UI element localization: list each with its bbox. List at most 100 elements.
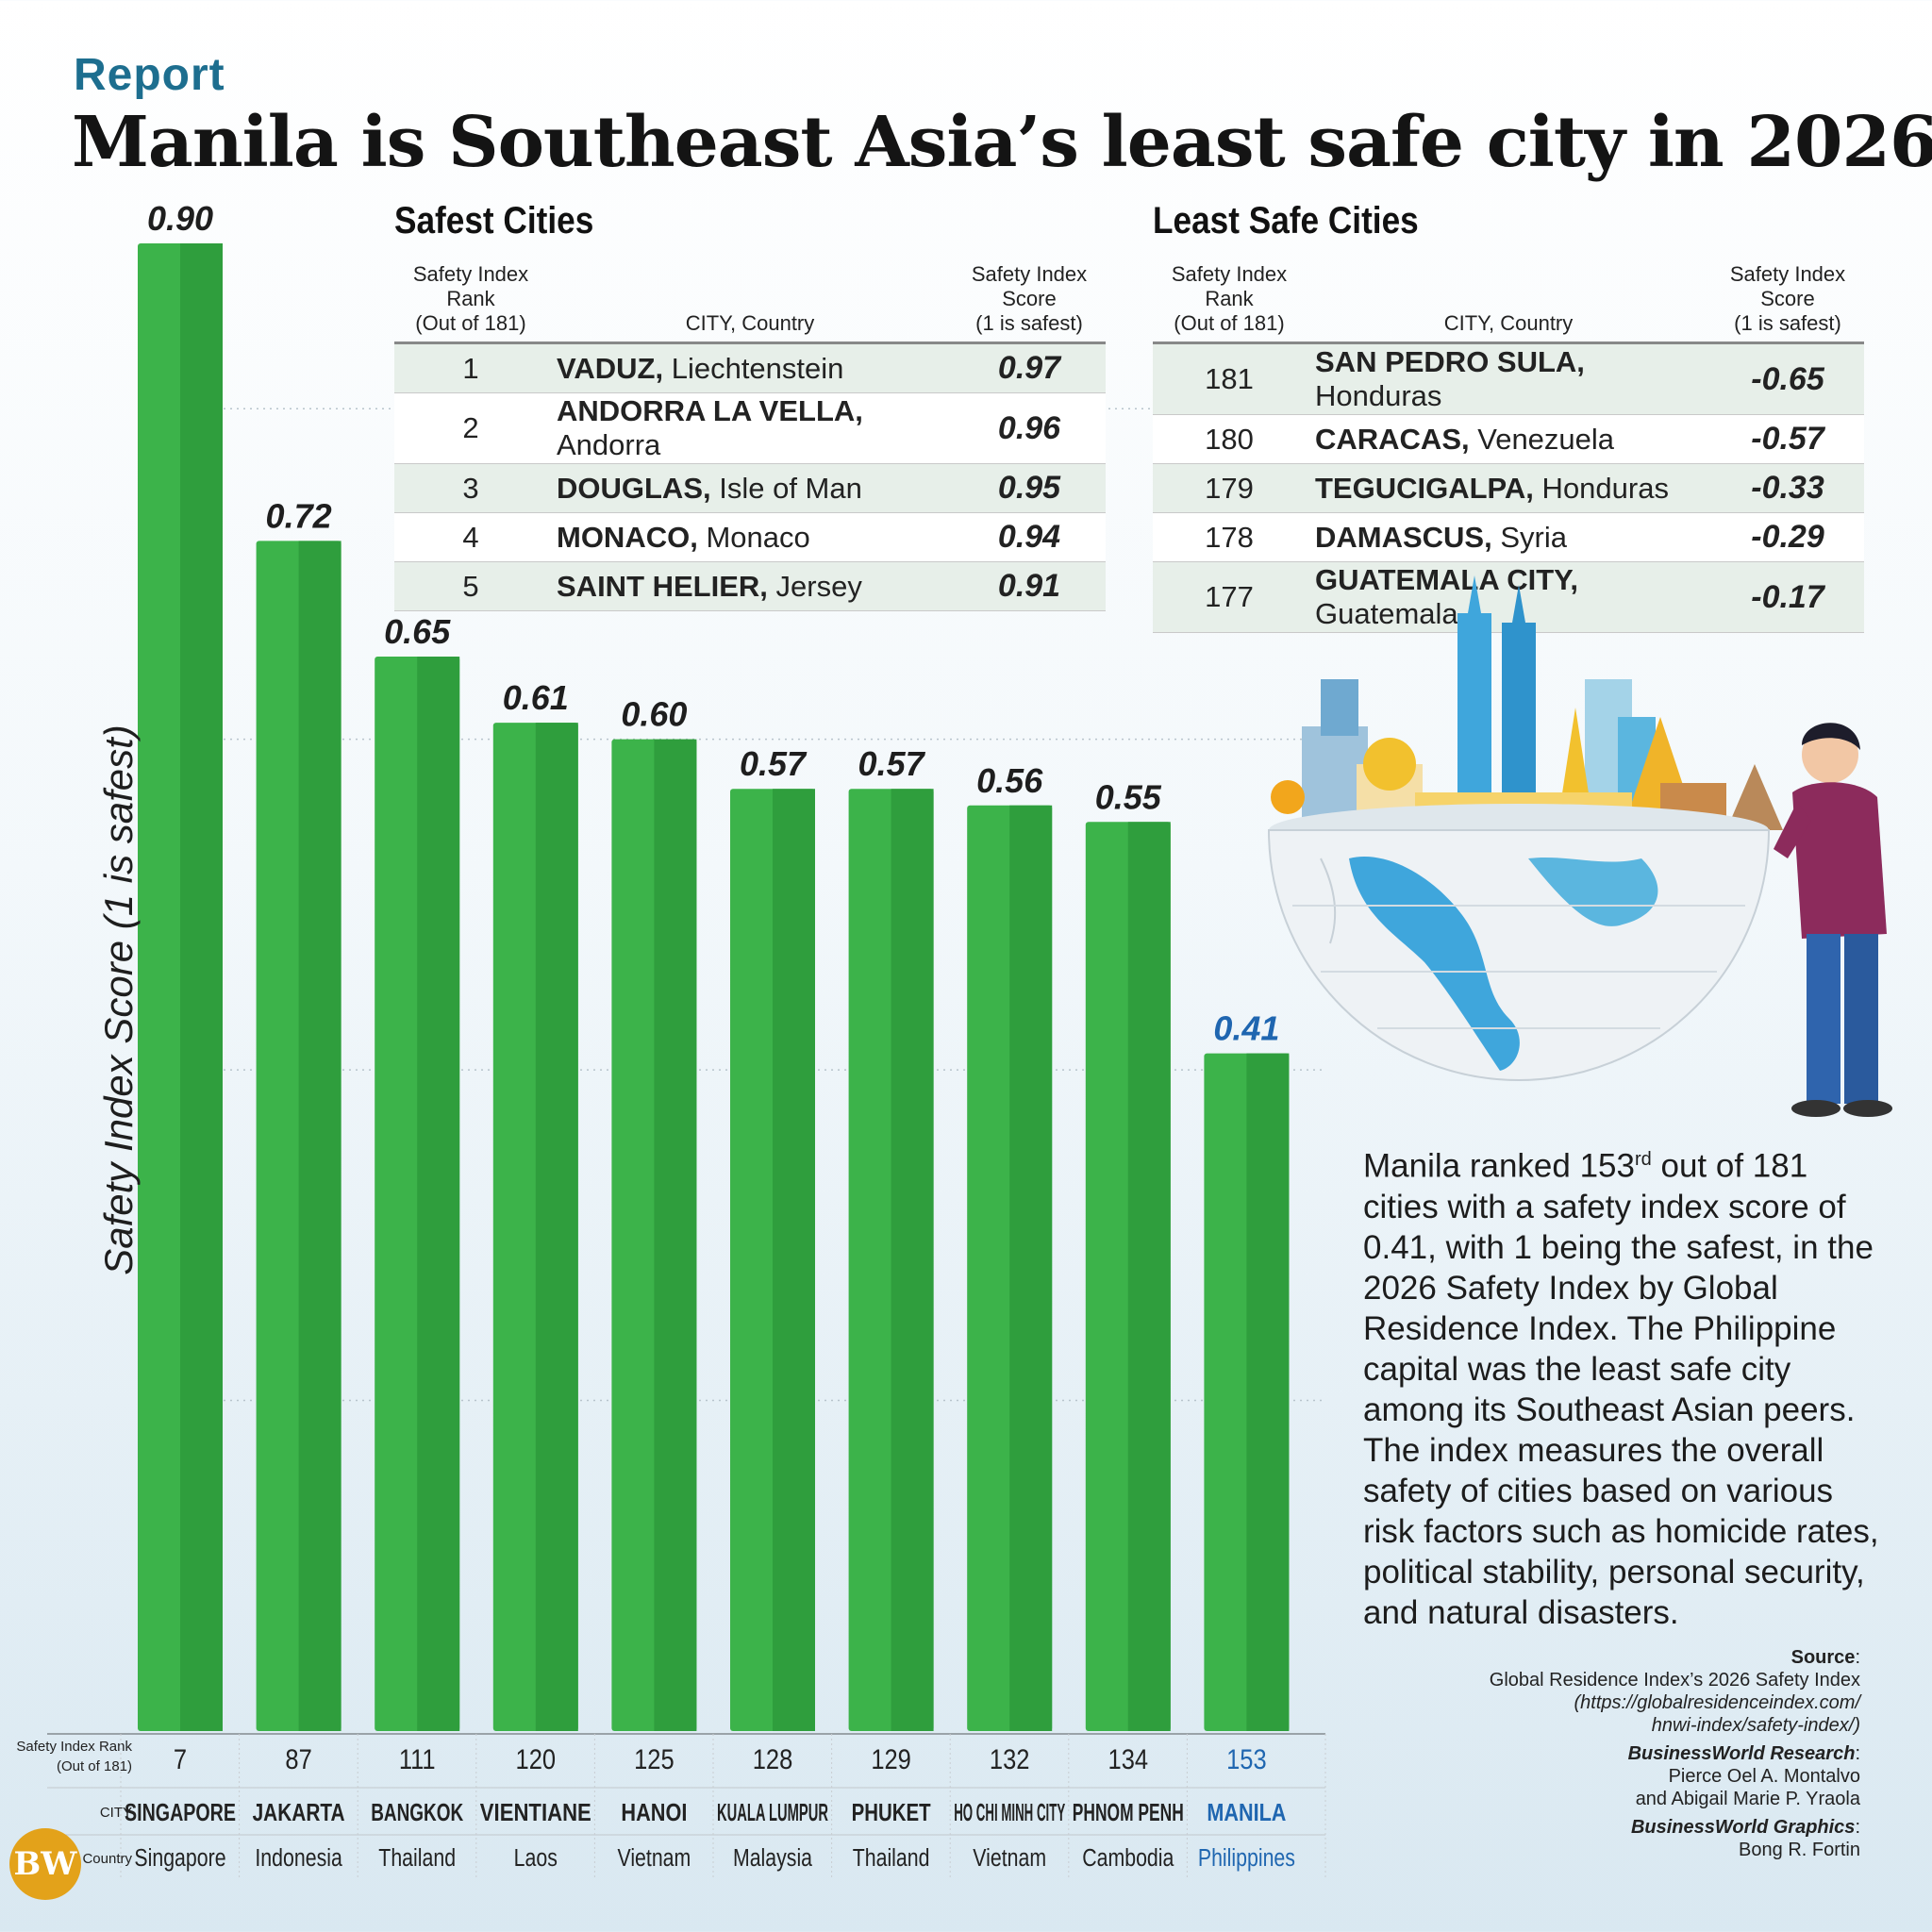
score-cell: 0.94 (953, 512, 1106, 562)
source-url-line2: hnwi-index/safety-index/) (1651, 1715, 1860, 1736)
rank-cell: 178 (1153, 512, 1306, 562)
table-row: 177 GUATEMALA CITY, Guatemala -0.17 (1153, 561, 1864, 633)
city-value: PHNOM PENH (1073, 1798, 1184, 1826)
country-value: Thailand (853, 1844, 930, 1873)
country-value: Vietnam (617, 1844, 691, 1873)
rank-cell: 5 (394, 561, 547, 611)
city-name: ANDORRA LA VELLA, (557, 394, 863, 427)
city-name: GUATEMALA CITY, (1315, 563, 1578, 596)
city-cell: GUATEMALA CITY, Guatemala (1306, 561, 1711, 633)
safest-table: Safety Index Rank (Out of 181) CITY, Coun… (394, 262, 1106, 611)
least-safe-table: Safety Index Rank (Out of 181) CITY, Coun… (1153, 262, 1864, 633)
city-value: BANGKOK (371, 1798, 463, 1826)
country-value: Malaysia (733, 1844, 813, 1873)
score-header: Safety Index Score (1 is safest) (953, 262, 1106, 344)
table-row: 1 VADUZ, Liechtenstein 0.97 (394, 342, 1106, 393)
city-name: CARACAS, (1315, 422, 1470, 456)
data-label: 0.41 (1213, 1009, 1279, 1048)
country-value: Vietnam (973, 1844, 1046, 1873)
country-value: Cambodia (1082, 1844, 1174, 1873)
city-name: TEGUCIGALPA, (1315, 471, 1534, 505)
country-value: Indonesia (255, 1844, 342, 1873)
data-label: 0.57 (858, 744, 926, 783)
country-value: Philippines (1198, 1844, 1295, 1873)
research-line1: Pierce Oel A. Montalvo (1668, 1766, 1860, 1787)
city-cell: ANDORRA LA VELLA, Andorra (547, 392, 953, 464)
rank-cell: 1 (394, 342, 547, 393)
bar-shade (891, 789, 934, 1731)
table-row: 180 CARACAS, Venezuela -0.57 (1153, 414, 1864, 464)
rank-value: 120 (516, 1743, 557, 1774)
score-cell: 0.91 (953, 561, 1106, 611)
city-cell: DAMASCUS, Syria (1306, 512, 1711, 562)
score-cell: 0.96 (953, 392, 1106, 464)
data-label: 0.65 (384, 612, 451, 651)
rank-value: 129 (871, 1743, 911, 1774)
description-text: Manila ranked 153rd out of 181 cities wi… (1363, 1147, 1879, 1631)
person-icon (1774, 723, 1892, 1117)
bar-shade (535, 723, 578, 1731)
country-name: Venezuela (1469, 422, 1615, 456)
city-name: SAINT HELIER, (557, 569, 768, 603)
score-cell: -0.65 (1711, 342, 1864, 415)
country-value: Singapore (134, 1844, 225, 1873)
businessworld-logo: BW (9, 1828, 81, 1900)
city-cell: VADUZ, Liechtenstein (547, 342, 953, 393)
source-url-line1: (https://globalresidenceindex.com/ (1574, 1692, 1861, 1713)
table-row: 3 DOUGLAS, Isle of Man 0.95 (394, 463, 1106, 513)
rank-cell: 179 (1153, 463, 1306, 513)
score-cell: -0.57 (1711, 414, 1864, 464)
y-axis-label: Safety Index Score (1 is safest) (96, 724, 141, 1275)
city-header: CITY, Country (1306, 262, 1711, 344)
data-label: 0.90 (147, 199, 213, 238)
score-cell: 0.97 (953, 342, 1106, 393)
rank-cell: 177 (1153, 561, 1306, 633)
safest-table-title: Safest Cities (394, 200, 594, 242)
bar-shade (1009, 805, 1053, 1731)
score-cell: -0.17 (1711, 561, 1864, 633)
data-label: 0.61 (503, 678, 569, 717)
country-name: Monaco (697, 520, 810, 554)
rank-row-label: (Out of 181) (57, 1758, 132, 1774)
country-name: Liechtenstein (663, 351, 844, 385)
city-cell: SAINT HELIER, Jersey (547, 561, 953, 611)
data-label: 0.56 (976, 761, 1043, 800)
country-row-label: Country (82, 1851, 132, 1867)
research-line2: and Abigail Marie P. Yraola (1635, 1789, 1860, 1809)
country-name: Honduras (1315, 379, 1442, 412)
city-name: SAN PEDRO SULA, (1315, 345, 1585, 378)
city-name: DOUGLAS, (557, 471, 711, 505)
city-value: HANOI (621, 1798, 687, 1826)
city-value: MANILA (1207, 1798, 1286, 1826)
country-name: Isle of Man (710, 471, 862, 505)
rank-cell: 181 (1153, 342, 1306, 415)
globe-skyline-illustration (1267, 575, 1892, 1117)
source-text: Global Residence Index’s 2026 Safety Ind… (1489, 1670, 1860, 1690)
skyline-icon (1271, 575, 1783, 840)
rank-header: Safety Index Rank (Out of 181) (1153, 262, 1306, 344)
bar-shade (654, 739, 697, 1731)
table-row: 4 MONACO, Monaco 0.94 (394, 512, 1106, 562)
city-name: DAMASCUS, (1315, 520, 1492, 554)
bar-shade (773, 789, 815, 1731)
city-value: KUALA LUMPUR (717, 1798, 828, 1826)
country-name: Jersey (767, 569, 862, 603)
section-label: Report (74, 50, 225, 100)
data-label: 0.72 (266, 496, 332, 535)
country-name: Andorra (557, 428, 661, 461)
rank-header: Safety Index Rank (Out of 181) (394, 262, 547, 344)
score-header: Safety Index Score (1 is safest) (1711, 262, 1864, 344)
city-value: SINGAPORE (125, 1798, 236, 1826)
rank-value: 7 (174, 1743, 187, 1774)
rank-cell: 4 (394, 512, 547, 562)
bar-shade (1246, 1053, 1290, 1731)
data-label: 0.55 (1095, 777, 1162, 816)
table-row: 181 SAN PEDRO SULA, Honduras -0.65 (1153, 342, 1864, 415)
country-value: Thailand (378, 1844, 456, 1873)
country-value: Laos (514, 1844, 558, 1873)
data-label: 0.57 (740, 744, 808, 783)
score-cell: -0.29 (1711, 512, 1864, 562)
rank-cell: 180 (1153, 414, 1306, 464)
rank-cell: 2 (394, 392, 547, 464)
